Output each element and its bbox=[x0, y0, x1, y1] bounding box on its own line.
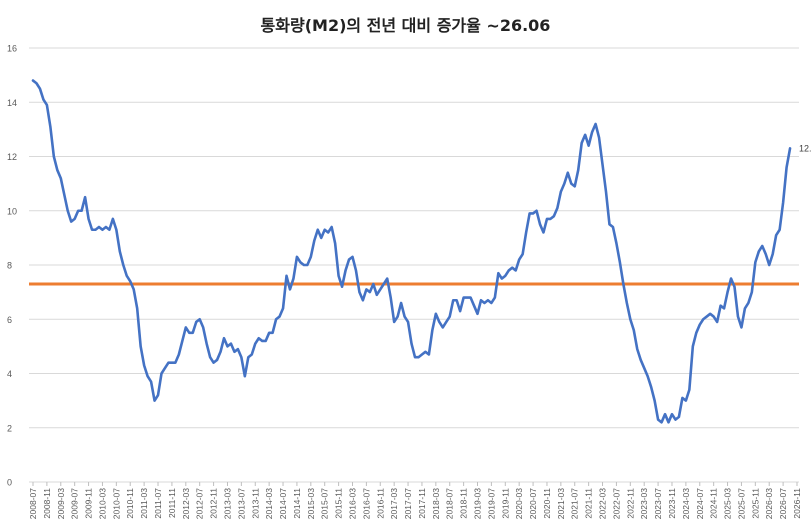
x-tick-label: 2010-03 bbox=[97, 488, 107, 519]
y-axis-ticks: 0 2 4 6 8 10 12 14 16 bbox=[7, 44, 17, 488]
x-tick-label: 2008-11 bbox=[42, 488, 52, 519]
series-line bbox=[31, 79, 792, 424]
x-tick-label: 2016-07 bbox=[361, 488, 371, 519]
x-tick-label: 2022-07 bbox=[611, 488, 621, 519]
y-tick-label: 14 bbox=[7, 98, 17, 108]
x-tick-label: 2017-07 bbox=[403, 488, 413, 519]
y-tick-label: 4 bbox=[7, 369, 12, 379]
y-tick-label: 0 bbox=[7, 478, 12, 488]
x-tick-label: 2018-11 bbox=[459, 488, 469, 519]
y-tick-label: 2 bbox=[7, 423, 12, 433]
x-tick-label: 2008-07 bbox=[28, 488, 38, 519]
x-tick-label: 2022-11 bbox=[625, 488, 635, 519]
x-tick-label: 2022-03 bbox=[598, 488, 608, 519]
y-tick-label: 16 bbox=[7, 44, 17, 54]
gridlines bbox=[29, 47, 799, 483]
x-tick-label: 2009-07 bbox=[70, 488, 80, 519]
y-tick-label: 8 bbox=[7, 261, 12, 271]
x-tick-label: 2021-07 bbox=[570, 488, 580, 519]
x-tick-label: 2019-03 bbox=[473, 488, 483, 519]
x-tick-label: 2019-11 bbox=[500, 488, 510, 519]
x-tick-label: 2020-07 bbox=[528, 488, 538, 519]
x-tick-label: 2016-03 bbox=[347, 488, 357, 519]
x-tick-label: 2018-03 bbox=[431, 488, 441, 519]
x-tick-label: 2015-11 bbox=[334, 488, 344, 519]
chart-title: 통화량(M2)의 전년 대비 증가율 ~26.06 bbox=[260, 16, 551, 35]
x-tick-label: 2020-11 bbox=[542, 488, 552, 519]
x-axis-ticks: 2008-07 2008-11 2009-03 2009-07 2009-11 2010-… bbox=[28, 482, 802, 519]
x-tick-label: 2024-07 bbox=[695, 488, 705, 519]
x-tick-label: 2015-03 bbox=[306, 488, 316, 519]
data-label-last: 12.3 bbox=[799, 143, 811, 153]
y-tick-label: 12 bbox=[7, 152, 17, 162]
x-tick-label: 2023-03 bbox=[639, 488, 649, 519]
x-tick-label: 2021-03 bbox=[556, 488, 566, 519]
x-tick-label: 2010-11 bbox=[125, 488, 135, 519]
x-tick-label: 2020-03 bbox=[514, 488, 524, 519]
x-tick-label: 2011-03 bbox=[139, 488, 149, 519]
x-tick-label: 2009-11 bbox=[84, 488, 94, 519]
x-tick-label: 2012-07 bbox=[195, 488, 205, 519]
x-tick-label: 2024-11 bbox=[709, 488, 719, 519]
x-tick-label: 2014-03 bbox=[264, 488, 274, 519]
x-tick-label: 2013-11 bbox=[250, 488, 260, 519]
x-tick-label: 2014-07 bbox=[278, 488, 288, 519]
x-tick-label: 2016-11 bbox=[375, 488, 385, 519]
x-tick-label: 2017-03 bbox=[389, 488, 399, 519]
y-tick-label: 10 bbox=[7, 206, 17, 216]
x-tick-label: 2025-07 bbox=[736, 488, 746, 519]
x-tick-label: 2025-11 bbox=[750, 488, 760, 519]
x-tick-label: 2011-07 bbox=[153, 488, 163, 519]
x-tick-label: 2025-03 bbox=[723, 488, 733, 519]
y-tick-label: 6 bbox=[7, 315, 12, 325]
x-tick-label: 2017-11 bbox=[417, 488, 427, 519]
x-tick-label: 2014-11 bbox=[292, 488, 302, 519]
x-tick-label: 2021-11 bbox=[584, 488, 594, 519]
x-tick-label: 2011-11 bbox=[167, 488, 177, 518]
x-tick-label: 2023-07 bbox=[653, 488, 663, 519]
x-tick-label: 2012-11 bbox=[209, 488, 219, 519]
x-tick-label: 2019-07 bbox=[486, 488, 496, 519]
x-tick-label: 2013-07 bbox=[236, 488, 246, 519]
x-tick-label: 2009-03 bbox=[56, 488, 66, 519]
x-tick-label: 2012-03 bbox=[181, 488, 191, 519]
x-tick-label: 2026-07 bbox=[778, 488, 788, 519]
x-tick-label: 2024-03 bbox=[681, 488, 691, 519]
x-tick-label: 2013-03 bbox=[222, 488, 232, 519]
x-tick-label: 2026-03 bbox=[764, 488, 774, 519]
x-tick-label: 2023-11 bbox=[667, 488, 677, 519]
x-tick-label: 2010-07 bbox=[111, 488, 121, 519]
x-tick-label: 2026-11 bbox=[792, 488, 802, 519]
x-tick-label: 2015-07 bbox=[320, 488, 330, 519]
x-tick-label: 2018-07 bbox=[445, 488, 455, 519]
series-layer bbox=[31, 79, 792, 424]
annotation-layer: 12.3 bbox=[799, 143, 811, 153]
